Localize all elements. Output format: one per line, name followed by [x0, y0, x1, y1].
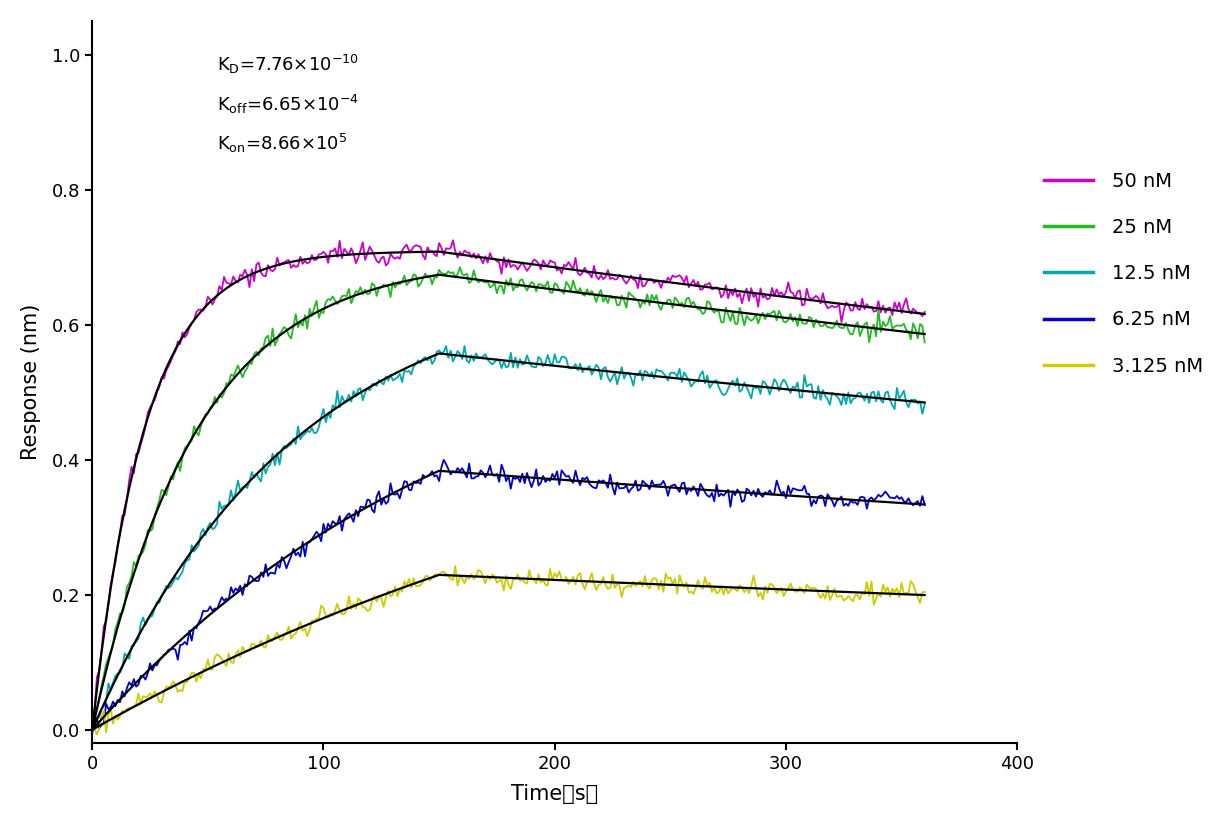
Text: K$_\mathrm{D}$=7.76×10$^{-10}$
K$_\mathrm{off}$=6.65×10$^{-4}$
K$_\mathrm{on}$=8: K$_\mathrm{D}$=7.76×10$^{-10}$ K$_\mathr… — [217, 54, 360, 155]
Y-axis label: Response (nm): Response (nm) — [21, 304, 41, 460]
Legend: 50 nM, 25 nM, 12.5 nM, 6.25 nM, 3.125 nM: 50 nM, 25 nM, 12.5 nM, 6.25 nM, 3.125 nM — [1036, 164, 1211, 384]
X-axis label: Time（s）: Time（s） — [511, 785, 599, 804]
